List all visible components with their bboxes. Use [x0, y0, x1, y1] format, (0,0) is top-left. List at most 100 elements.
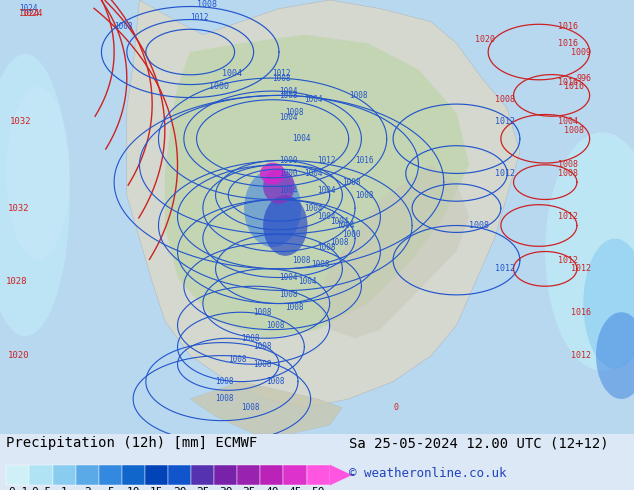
- Text: 996: 996: [577, 74, 592, 82]
- Bar: [307, 465, 330, 486]
- Text: 1008: 1008: [285, 303, 304, 313]
- Text: 2: 2: [84, 487, 91, 490]
- Text: 1008: 1008: [273, 74, 291, 82]
- Text: 1008: 1008: [317, 243, 335, 252]
- Bar: [75, 465, 99, 486]
- Text: 25: 25: [196, 487, 209, 490]
- Bar: [53, 465, 75, 486]
- Text: 1012: 1012: [495, 169, 515, 178]
- Text: 1012: 1012: [273, 69, 291, 78]
- Text: 1004: 1004: [298, 277, 316, 286]
- Text: 1024: 1024: [19, 8, 39, 18]
- Bar: [99, 465, 122, 486]
- Text: 1008: 1008: [495, 95, 515, 104]
- Text: 0: 0: [393, 403, 398, 412]
- Text: 1000: 1000: [209, 82, 230, 92]
- Text: 1032: 1032: [8, 204, 29, 213]
- Ellipse shape: [260, 163, 285, 184]
- Text: 1008: 1008: [197, 0, 217, 9]
- Text: 1008: 1008: [355, 191, 373, 199]
- Text: 1008: 1008: [469, 221, 489, 230]
- Text: 1020: 1020: [8, 351, 29, 360]
- Text: 0.1: 0.1: [8, 487, 28, 490]
- Text: 1016: 1016: [571, 308, 591, 317]
- Text: 1000: 1000: [279, 156, 297, 165]
- Text: 1008: 1008: [266, 321, 285, 330]
- Ellipse shape: [583, 239, 634, 368]
- Ellipse shape: [263, 169, 295, 204]
- Text: 1008: 1008: [114, 22, 133, 30]
- Bar: [122, 465, 145, 486]
- Text: 1008: 1008: [285, 108, 304, 117]
- Text: 1008: 1008: [349, 91, 367, 100]
- Text: Precipitation (12h) [mm] ECMWF: Precipitation (12h) [mm] ECMWF: [6, 437, 257, 450]
- Text: 1004: 1004: [317, 212, 335, 221]
- Text: 1008: 1008: [254, 308, 272, 317]
- Text: 1024: 1024: [22, 8, 44, 18]
- Text: 1012: 1012: [558, 212, 578, 221]
- Text: 1024: 1024: [19, 4, 37, 13]
- Text: 1028: 1028: [6, 277, 28, 286]
- Text: 1: 1: [61, 487, 67, 490]
- Text: 1008: 1008: [558, 160, 578, 169]
- Text: 1012: 1012: [495, 265, 515, 273]
- Text: 1016: 1016: [355, 156, 373, 165]
- Text: 40: 40: [265, 487, 279, 490]
- Text: 1008: 1008: [558, 169, 578, 178]
- Text: 1016: 1016: [558, 22, 578, 30]
- Text: Sa 25-05-2024 12.00 UTC (12+12): Sa 25-05-2024 12.00 UTC (12+12): [349, 437, 609, 450]
- Bar: [237, 465, 261, 486]
- Text: 30: 30: [219, 487, 233, 490]
- Text: 20: 20: [173, 487, 186, 490]
- Text: 1009: 1009: [571, 48, 591, 56]
- Text: 1020: 1020: [476, 34, 496, 44]
- Text: 1008: 1008: [254, 360, 272, 369]
- Ellipse shape: [545, 132, 634, 371]
- Text: 10: 10: [127, 487, 140, 490]
- Bar: [168, 465, 191, 486]
- Text: 1012: 1012: [571, 351, 591, 360]
- Text: 1004: 1004: [304, 169, 323, 178]
- Text: 1004: 1004: [317, 186, 335, 196]
- Text: 1004: 1004: [304, 204, 323, 213]
- Polygon shape: [190, 382, 342, 434]
- Bar: [261, 465, 283, 486]
- Text: 1008: 1008: [342, 178, 361, 187]
- Bar: [29, 465, 53, 486]
- Bar: [145, 465, 168, 486]
- Ellipse shape: [6, 87, 70, 260]
- Text: 1016: 1016: [564, 82, 585, 91]
- Bar: [214, 465, 237, 486]
- Text: 1004: 1004: [330, 217, 348, 226]
- Bar: [283, 465, 307, 486]
- Text: 1012: 1012: [317, 156, 335, 165]
- Text: 1008: 1008: [266, 377, 285, 386]
- Polygon shape: [127, 0, 520, 408]
- Text: 1008: 1008: [330, 238, 348, 247]
- Text: 5: 5: [107, 487, 113, 490]
- Ellipse shape: [0, 54, 70, 336]
- Text: 1008: 1008: [279, 91, 297, 100]
- Text: 1008: 1008: [292, 256, 310, 265]
- Polygon shape: [330, 465, 352, 486]
- Bar: [6, 465, 29, 486]
- Text: 15: 15: [150, 487, 163, 490]
- Text: 35: 35: [242, 487, 256, 490]
- Text: 1008: 1008: [254, 343, 272, 351]
- Polygon shape: [317, 165, 469, 338]
- Ellipse shape: [596, 312, 634, 399]
- Text: 1008: 1008: [216, 394, 234, 403]
- Text: 1008: 1008: [241, 403, 259, 412]
- Text: 1008: 1008: [241, 334, 259, 343]
- Text: 1000: 1000: [342, 230, 361, 239]
- Text: 1012: 1012: [571, 265, 591, 273]
- Text: 1012: 1012: [495, 117, 515, 126]
- Polygon shape: [165, 35, 469, 338]
- Text: 1008: 1008: [279, 291, 297, 299]
- Text: 1012: 1012: [190, 13, 209, 22]
- Text: 1032: 1032: [10, 117, 31, 126]
- Text: 1004: 1004: [292, 134, 310, 143]
- Text: 1004: 1004: [279, 87, 297, 96]
- Text: 45: 45: [288, 487, 302, 490]
- Text: 50: 50: [311, 487, 325, 490]
